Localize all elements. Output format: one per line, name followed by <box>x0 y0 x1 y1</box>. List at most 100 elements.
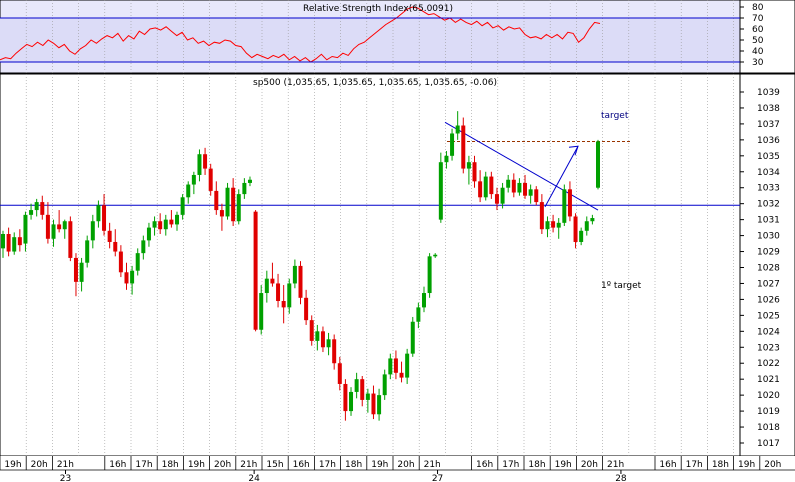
candle-up <box>517 182 522 193</box>
candle-down <box>113 241 118 252</box>
candle-down <box>73 257 78 282</box>
price-tick-label: 1034 <box>757 168 780 178</box>
candle-down <box>17 237 22 246</box>
time-tick-label: 19h <box>188 460 205 470</box>
price-tick-label: 1038 <box>757 104 780 114</box>
candle-down <box>320 331 325 348</box>
time-tick-label: 16h <box>659 460 676 470</box>
price-tick-label: 1018 <box>757 423 780 433</box>
candle-down <box>332 339 337 364</box>
candle-up <box>545 221 550 230</box>
candle-down <box>276 283 281 302</box>
price-tick-label: 1024 <box>757 327 780 337</box>
candle-up <box>377 395 382 415</box>
candle-up <box>500 187 505 204</box>
candle-down <box>281 301 286 308</box>
candle-down <box>214 190 219 211</box>
time-tick-label: 19h <box>555 460 572 470</box>
candle-down <box>124 272 129 284</box>
candle-up <box>416 307 421 322</box>
down-trendline <box>444 121 599 211</box>
candle-up <box>163 219 168 230</box>
candle-up <box>85 240 90 263</box>
price-tick-label: 1030 <box>757 232 780 242</box>
candle-up <box>590 218 595 222</box>
candle-up <box>450 133 455 156</box>
candle-up <box>175 214 180 225</box>
candle-down <box>309 320 314 341</box>
candle-up <box>410 321 415 354</box>
price-tick-label: 1025 <box>757 311 780 321</box>
candle-up <box>444 155 449 163</box>
price-tick-label: 1022 <box>757 359 780 369</box>
rsi-tick-label: 80 <box>752 3 764 13</box>
price-tick-label: 1032 <box>757 200 780 210</box>
candle-down <box>68 221 73 258</box>
price-tick-label: 1036 <box>757 136 780 146</box>
time-tick-label: 15h <box>266 460 283 470</box>
candle-down <box>45 214 50 239</box>
price-tick-label: 1023 <box>757 343 780 353</box>
candle-up <box>579 230 584 242</box>
candle-up <box>455 125 460 134</box>
candle-up <box>236 194 241 222</box>
time-tick-label: 20h <box>581 460 598 470</box>
time-axis: 19h 20h 21h 16h 17h 18h 19h 20h 21h 15h 16h 17h 18h 1… <box>0 456 795 482</box>
time-tick-label: 18h <box>345 460 362 470</box>
candle-up <box>191 174 196 185</box>
price-panel: 1039 1038 1037 1036 1035 1034 1033 1032 1031 1030… <box>0 73 795 457</box>
candle-down <box>102 205 107 231</box>
candle-up <box>186 184 191 198</box>
candle-up <box>242 182 247 195</box>
rsi-axis-area <box>739 0 795 74</box>
candle-up <box>29 210 34 215</box>
candle-down <box>158 221 163 230</box>
price-tick-label: 1037 <box>757 120 780 130</box>
time-tick-label: 20h <box>397 460 414 470</box>
candle-up <box>354 379 359 392</box>
candle-up <box>180 197 185 215</box>
time-tick-label: 18h <box>528 460 545 470</box>
rsi-title: Relative Strength Index(65.0091) <box>303 4 453 14</box>
candle-up <box>349 391 354 412</box>
rsi-tick-label: 30 <box>752 58 764 68</box>
candle-down <box>551 221 556 228</box>
candle-up <box>259 293 264 330</box>
candle-down <box>219 210 224 217</box>
candle-down <box>208 168 213 191</box>
time-tick-label: 21h <box>57 460 74 470</box>
time-axis-area <box>0 456 795 482</box>
date-label: 27 <box>432 474 443 482</box>
candle-up <box>287 283 292 308</box>
candle-down <box>360 379 365 400</box>
time-tick-label: 16h <box>476 460 493 470</box>
candle-down <box>511 179 516 193</box>
candle-down <box>567 189 572 217</box>
candle-up <box>315 331 320 341</box>
price-tick-label: 1017 <box>757 439 780 449</box>
projection-arrow <box>544 146 579 208</box>
price-tick-label: 1028 <box>757 264 780 274</box>
candle-down <box>478 181 483 198</box>
rsi-band <box>0 18 740 62</box>
candle-down <box>169 219 174 225</box>
candle-up <box>247 179 252 183</box>
date-label: 28 <box>615 474 627 482</box>
price-tick-label: 1027 <box>757 279 780 289</box>
candle-down <box>343 383 348 412</box>
time-tick-label: 20h <box>214 460 231 470</box>
candle-up <box>12 237 17 252</box>
candle-up <box>1 233 5 249</box>
candle-up <box>90 221 95 241</box>
candle-up <box>562 189 567 223</box>
candle-down <box>203 154 208 169</box>
candle-up <box>62 221 67 230</box>
candle-down <box>253 211 258 330</box>
candle-down <box>461 125 466 169</box>
candle-up <box>34 202 39 211</box>
candle-up <box>135 253 140 271</box>
candle-up <box>466 162 471 169</box>
candle-up <box>421 293 426 308</box>
